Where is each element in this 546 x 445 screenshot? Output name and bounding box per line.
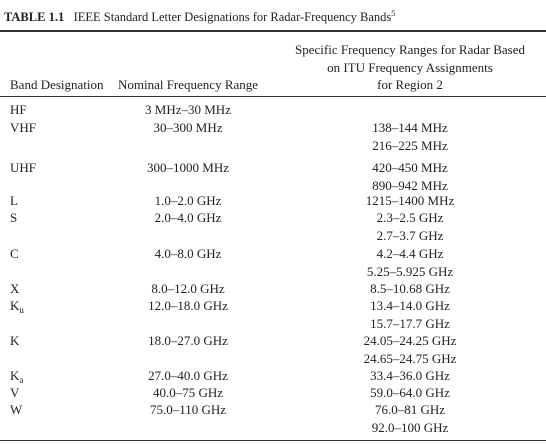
nominal-range: 12.0–18.0 GHz bbox=[148, 298, 228, 313]
itu-range: 2.3–2.5 GHz bbox=[376, 210, 444, 225]
band-letter: VHF bbox=[10, 120, 37, 135]
nominal-range: 1.0–2.0 GHz bbox=[154, 193, 222, 208]
band-designation: L bbox=[10, 193, 18, 209]
itu-range: 76.0–81 GHz bbox=[374, 402, 446, 417]
band-designation: K bbox=[10, 333, 19, 349]
nominal-range: 3 MHz–30 MHz bbox=[145, 102, 231, 117]
header-itu: on ITU Frequency Assignments bbox=[327, 60, 493, 75]
band-letter: K bbox=[10, 298, 20, 313]
header-nominal: Nominal Frequency Range bbox=[117, 77, 259, 92]
top-rule bbox=[0, 30, 546, 32]
itu-range: 92.0–100 GHz bbox=[371, 420, 449, 435]
itu-range: 420–450 MHz bbox=[372, 160, 448, 175]
bottom-rule bbox=[0, 440, 546, 441]
band-designation: Ka bbox=[10, 368, 23, 388]
band-designation: VHF bbox=[10, 120, 36, 136]
band-letter: K bbox=[10, 333, 20, 348]
title-text: IEEE Standard Letter Designations for Ra… bbox=[73, 10, 392, 25]
band-letter: K bbox=[10, 368, 20, 383]
nominal-range: 40.0–75 GHz bbox=[152, 385, 224, 400]
band-designation: UHF bbox=[10, 160, 36, 176]
band-letter: S bbox=[10, 210, 18, 225]
band-designation: X bbox=[10, 281, 19, 297]
itu-range: 216–225 MHz bbox=[372, 138, 448, 153]
band-letter: HF bbox=[10, 102, 27, 117]
band-designation: C bbox=[10, 246, 19, 262]
itu-range: 13.4–14.0 GHz bbox=[370, 298, 450, 313]
itu-range: 33.4–36.0 GHz bbox=[370, 368, 450, 383]
nominal-range: 4.0–8.0 GHz bbox=[154, 246, 222, 261]
band-letter: C bbox=[10, 246, 19, 261]
nominal-range: 75.0–110 GHz bbox=[149, 402, 227, 417]
title-note: 5 bbox=[391, 9, 396, 18]
band-letter: V bbox=[10, 385, 20, 400]
band-letter: W bbox=[10, 402, 23, 417]
band-designation: W bbox=[10, 402, 22, 418]
band-designation: Ku bbox=[10, 298, 24, 318]
table-title: TABLE 1.1 IEEE Standard Letter Designati… bbox=[4, 6, 395, 25]
itu-range: 138–144 MHz bbox=[372, 120, 448, 135]
itu-range: 59.0–64.0 GHz bbox=[370, 385, 450, 400]
header-band: Band Designation bbox=[10, 77, 104, 92]
nominal-range: 8.0–12.0 GHz bbox=[151, 281, 225, 296]
header-itu: for Region 2 bbox=[377, 77, 443, 92]
itu-range: 5.25–5.925 GHz bbox=[366, 264, 454, 279]
itu-range: 4.2–4.4 GHz bbox=[376, 246, 444, 261]
band-subscript: u bbox=[19, 305, 24, 315]
band-letter: L bbox=[10, 193, 18, 208]
itu-range: 8.5–10.68 GHz bbox=[370, 281, 450, 296]
nominal-range: 27.0–40.0 GHz bbox=[148, 368, 228, 383]
header-itu: Specific Frequency Ranges for Radar Base… bbox=[295, 42, 525, 57]
itu-range: 24.65–24.75 GHz bbox=[363, 351, 457, 366]
itu-range: 24.05–24.25 GHz bbox=[363, 333, 457, 348]
itu-range: 890–942 MHz bbox=[372, 178, 448, 193]
itu-range: 15.7–17.7 GHz bbox=[370, 316, 450, 331]
nominal-range: 2.0–4.0 GHz bbox=[154, 210, 222, 225]
band-letter: UHF bbox=[10, 160, 37, 175]
nominal-range: 30–300 MHz bbox=[153, 120, 223, 135]
band-subscript: a bbox=[19, 375, 24, 385]
nominal-range: 300–1000 MHz bbox=[147, 160, 229, 175]
itu-range: 2.7–3.7 GHz bbox=[376, 228, 444, 243]
itu-range: 1215–1400 MHz bbox=[365, 193, 455, 208]
header-rule bbox=[0, 96, 546, 97]
band-letter: X bbox=[10, 281, 20, 296]
band-designation: V bbox=[10, 385, 19, 401]
band-designation: S bbox=[10, 210, 17, 226]
title-label: TABLE 1.1 bbox=[4, 10, 65, 25]
band-designation: HF bbox=[10, 102, 27, 118]
nominal-range: 18.0–27.0 GHz bbox=[148, 333, 228, 348]
